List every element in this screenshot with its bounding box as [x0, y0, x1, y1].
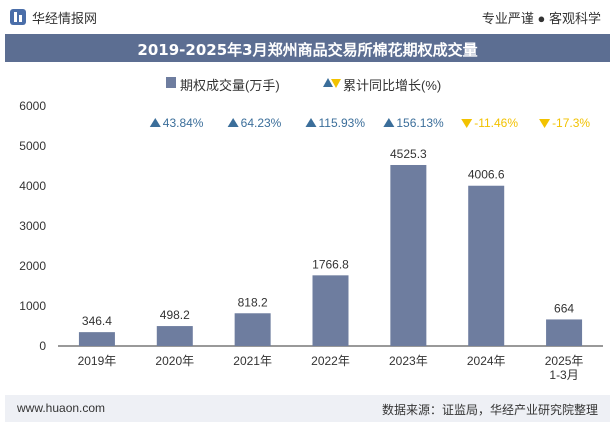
growth-up-marker [149, 118, 161, 127]
growth-label: 115.93% [319, 116, 366, 130]
growth-up-marker [227, 118, 239, 127]
growth-down-marker [461, 119, 473, 128]
legend-label-growth: 累计同比增长(%) [343, 78, 442, 93]
bar-value-label: 4006.6 [468, 168, 505, 182]
brand-name: 华经情报网 [32, 11, 98, 26]
legend: 期权成交量(万手) 累计同比增长(%) [0, 74, 615, 93]
growth-label: 156.13% [396, 116, 444, 130]
bar [156, 326, 193, 346]
bar-value-label: 346.4 [82, 314, 112, 328]
title-bar: 2019-2025年3月郑州商品交易所棉花期权成交量 [5, 34, 610, 62]
growth-down-marker [539, 119, 551, 128]
x-tick-label: 2023年 [389, 354, 428, 368]
y-tick-label: 3000 [19, 219, 46, 233]
bar [468, 185, 505, 346]
footer-source: 数据来源：证监局，华经产业研究院整理 [381, 403, 598, 417]
x-tick-label: 2022年 [311, 354, 350, 368]
growth-label: 64.23% [241, 116, 282, 130]
y-tick-label: 1000 [19, 299, 46, 313]
bar-legend-swatch [166, 77, 176, 88]
y-tick-label: 0 [39, 339, 46, 353]
legend-label-volume: 期权成交量(万手) [180, 78, 280, 93]
chart-title: 2019-2025年3月郑州商品交易所棉花期权成交量 [137, 41, 478, 59]
x-tick-label: 2021年 [233, 354, 272, 368]
growth-label: -17.3% [552, 116, 590, 130]
bar [78, 332, 115, 346]
bar-value-label: 4525.3 [390, 147, 427, 161]
growth-up-marker [305, 118, 317, 127]
x-tick-label: 2020年 [155, 354, 194, 368]
y-tick-label: 5000 [19, 139, 46, 153]
footer: www.huaon.com 数据来源：证监局，华经产业研究院整理 [5, 395, 610, 422]
growth-label: -11.46% [474, 116, 518, 130]
bar-value-label: 498.2 [160, 308, 190, 322]
bar-value-label: 818.2 [238, 295, 268, 309]
bar-value-label: 1766.8 [312, 257, 349, 271]
footer-url: www.huaon.com [17, 401, 106, 415]
x-tick-label: 2019年 [78, 354, 117, 368]
x-tick-label: 2024年 [467, 354, 506, 368]
y-tick-label: 6000 [19, 99, 46, 113]
brand-logo-icon [10, 9, 26, 25]
x-tick-label: 2025年 [545, 354, 584, 368]
down-triangle-icon [331, 79, 341, 88]
y-tick-label: 4000 [19, 179, 46, 193]
bar [312, 275, 349, 346]
bar-value-label: 664 [554, 301, 574, 315]
up-triangle-icon [323, 78, 333, 87]
growth-label: 43.84% [163, 116, 204, 130]
x-tick-label: 1-3月 [549, 368, 578, 382]
bar [390, 164, 427, 346]
y-tick-label: 2000 [19, 259, 46, 273]
tagline: 专业严谨 ● 客观科学 [481, 11, 601, 26]
growth-up-marker [383, 118, 395, 127]
bar-chart: 0 1000 2000 3000 4000 5000 6000 346.4 2019年 498.2… [19, 99, 603, 382]
top-bar: 华经情报网 专业严谨 ● 客观科学 [0, 0, 615, 34]
bar [234, 313, 271, 346]
bar [546, 319, 583, 346]
